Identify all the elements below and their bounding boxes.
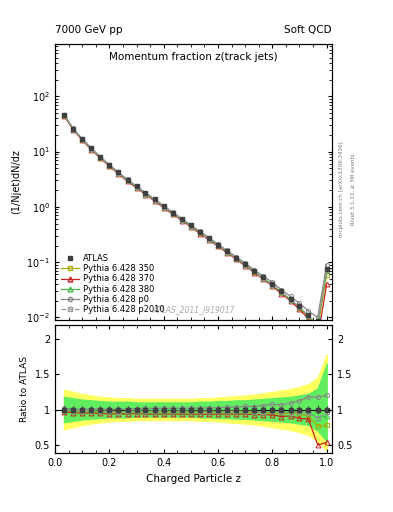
Text: Soft QCD: Soft QCD bbox=[285, 25, 332, 35]
Text: 7000 GeV pp: 7000 GeV pp bbox=[55, 25, 123, 35]
X-axis label: Charged Particle z: Charged Particle z bbox=[146, 474, 241, 483]
Legend: ATLAS, Pythia 6.428 350, Pythia 6.428 370, Pythia 6.428 380, Pythia 6.428 p0, Py: ATLAS, Pythia 6.428 350, Pythia 6.428 37… bbox=[59, 252, 166, 316]
Y-axis label: (1/Njet)dN/dz: (1/Njet)dN/dz bbox=[11, 150, 21, 214]
Text: mcplots.cern.ch [arXiv:1306.3436]: mcplots.cern.ch [arXiv:1306.3436] bbox=[339, 142, 344, 237]
Text: Rivet 3.1.10, ≥ 3M events: Rivet 3.1.10, ≥ 3M events bbox=[351, 154, 356, 225]
Text: Momentum fraction z(track jets): Momentum fraction z(track jets) bbox=[109, 52, 278, 62]
Y-axis label: Ratio to ATLAS: Ratio to ATLAS bbox=[20, 356, 29, 422]
Text: ATLAS_2011_I919017: ATLAS_2011_I919017 bbox=[152, 306, 235, 314]
